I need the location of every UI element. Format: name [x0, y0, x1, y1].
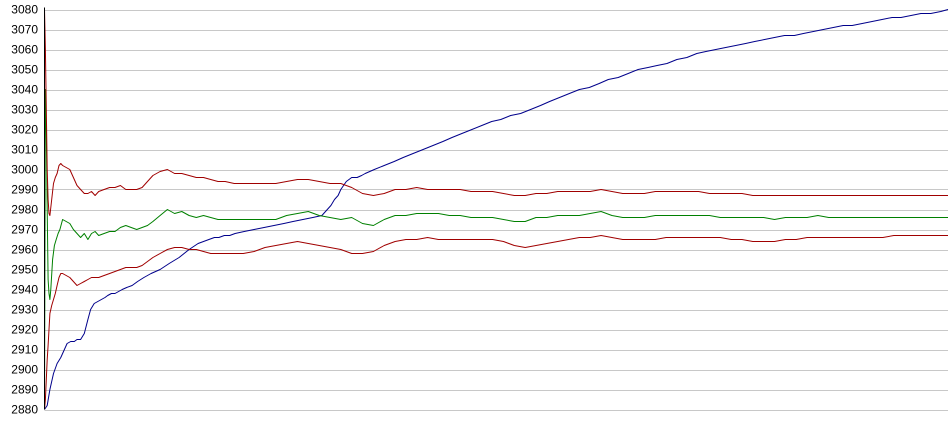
y-tick-label: 2950	[11, 263, 38, 277]
series-layer	[44, 9, 949, 410]
series-line-3	[44, 9, 948, 216]
y-tick-label: 2940	[11, 283, 38, 297]
y-tick-label: 3080	[11, 3, 38, 17]
y-tick-label: 3050	[11, 63, 38, 77]
y-tick-label: 2880	[11, 403, 38, 417]
y-tick-label: 2960	[11, 243, 38, 257]
y-tick-label: 3060	[11, 43, 38, 57]
y-tick-label: 3040	[11, 83, 38, 97]
y-axis-tick-labels: 2880 2890 2900 2910 2920 2930 2940 2950 2960 2970…	[11, 3, 38, 417]
y-tick-label: 2930	[11, 303, 38, 317]
y-tick-label: 2980	[11, 203, 38, 217]
y-tick-label: 2890	[11, 383, 38, 397]
series-line-4	[44, 235, 948, 410]
grid-lines	[44, 10, 948, 411]
y-tick-label: 3010	[11, 143, 38, 157]
y-tick-label: 2910	[11, 343, 38, 357]
series-line-1	[44, 9, 949, 410]
y-tick-label: 3000	[11, 163, 38, 177]
y-tick-label: 3030	[11, 103, 38, 117]
y-tick-label: 3070	[11, 23, 38, 37]
y-tick-label: 2900	[11, 363, 38, 377]
y-tick-label: 2990	[11, 183, 38, 197]
series-line-2	[44, 89, 948, 410]
y-tick-label: 2920	[11, 323, 38, 337]
y-tick-label: 2970	[11, 223, 38, 237]
y-tick-label: 3020	[11, 123, 38, 137]
